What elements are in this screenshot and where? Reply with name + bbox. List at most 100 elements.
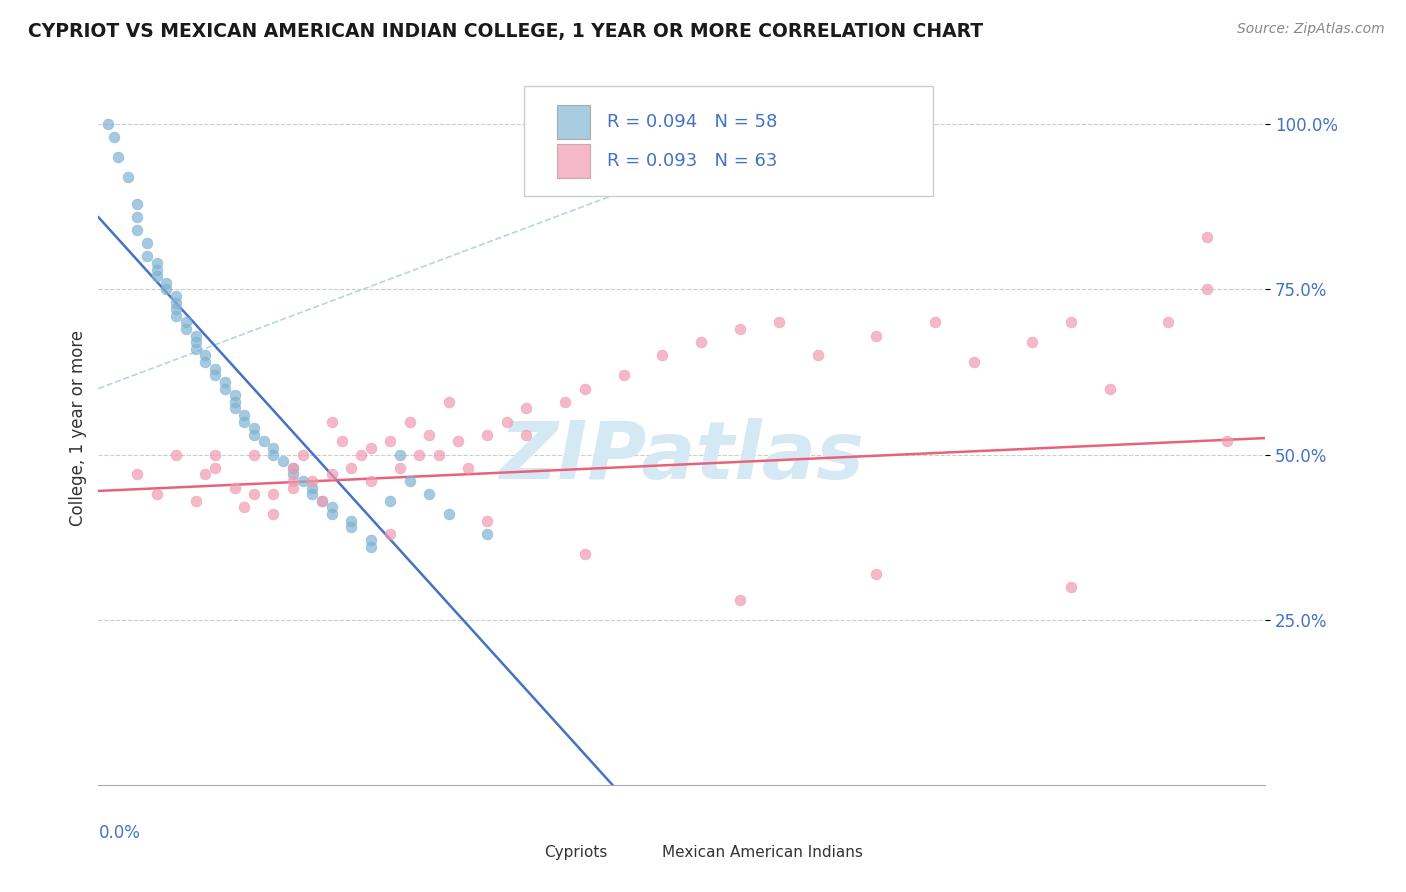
Point xyxy=(146,269,169,284)
Point xyxy=(311,493,333,508)
Text: ZIPatlas: ZIPatlas xyxy=(499,417,865,496)
Point xyxy=(418,487,440,501)
Point xyxy=(437,507,460,521)
Point xyxy=(165,309,187,323)
Point xyxy=(477,427,499,442)
Point xyxy=(398,474,420,488)
Y-axis label: College, 1 year or more: College, 1 year or more xyxy=(69,330,87,526)
Point xyxy=(380,527,402,541)
Point xyxy=(243,427,266,442)
Point xyxy=(127,210,149,224)
Bar xyxy=(557,145,589,178)
Point xyxy=(127,223,149,237)
Point xyxy=(224,481,246,495)
Point xyxy=(165,289,187,303)
Point xyxy=(262,487,284,501)
Point xyxy=(1021,335,1043,350)
Point xyxy=(388,460,411,475)
Text: Cypriots: Cypriots xyxy=(544,846,607,860)
Point xyxy=(103,130,125,145)
Point xyxy=(146,262,169,277)
Point xyxy=(281,467,304,482)
Point xyxy=(730,322,752,336)
Point xyxy=(194,467,217,482)
Point xyxy=(262,507,284,521)
Point xyxy=(321,507,343,521)
Point xyxy=(204,368,226,383)
Point xyxy=(253,434,276,449)
Point xyxy=(301,487,323,501)
Point xyxy=(243,487,266,501)
Point xyxy=(165,448,187,462)
Point xyxy=(380,493,402,508)
Point xyxy=(321,415,343,429)
Point xyxy=(214,382,236,396)
Point xyxy=(184,328,207,343)
Text: CYPRIOT VS MEXICAN AMERICAN INDIAN COLLEGE, 1 YEAR OR MORE CORRELATION CHART: CYPRIOT VS MEXICAN AMERICAN INDIAN COLLE… xyxy=(28,22,983,41)
Text: R = 0.094   N = 58: R = 0.094 N = 58 xyxy=(607,113,778,131)
Point xyxy=(243,421,266,435)
Point xyxy=(281,474,304,488)
Point xyxy=(730,593,752,607)
Point xyxy=(233,408,256,422)
Point xyxy=(360,540,382,554)
Point xyxy=(398,415,420,429)
Point xyxy=(291,448,314,462)
Point xyxy=(515,427,537,442)
Bar xyxy=(513,844,538,862)
Point xyxy=(155,282,177,296)
Point xyxy=(224,394,246,409)
Point xyxy=(301,474,323,488)
FancyBboxPatch shape xyxy=(524,86,932,196)
Point xyxy=(136,236,159,251)
Point xyxy=(184,493,207,508)
Point xyxy=(204,361,226,376)
Point xyxy=(924,315,946,329)
Point xyxy=(165,295,187,310)
Point xyxy=(457,460,479,475)
Point xyxy=(146,487,169,501)
Point xyxy=(515,401,537,416)
Text: Mexican American Indians: Mexican American Indians xyxy=(662,846,863,860)
Point xyxy=(330,434,353,449)
Text: R = 0.093   N = 63: R = 0.093 N = 63 xyxy=(607,153,778,170)
Point xyxy=(1060,580,1083,594)
Point xyxy=(107,150,129,164)
Point xyxy=(350,448,373,462)
Point xyxy=(233,500,256,515)
Point xyxy=(262,441,284,455)
Point xyxy=(224,388,246,402)
Point xyxy=(574,382,596,396)
Point xyxy=(865,328,887,343)
Point xyxy=(97,117,120,131)
Point xyxy=(136,249,159,263)
Point xyxy=(865,566,887,581)
Point xyxy=(807,349,830,363)
Point xyxy=(477,527,499,541)
Point xyxy=(1157,315,1180,329)
Point xyxy=(321,500,343,515)
Text: Source: ZipAtlas.com: Source: ZipAtlas.com xyxy=(1237,22,1385,37)
Point xyxy=(1060,315,1083,329)
Point xyxy=(243,448,266,462)
Point xyxy=(380,434,402,449)
Point xyxy=(477,514,499,528)
Point xyxy=(155,276,177,290)
Point xyxy=(1098,382,1121,396)
Point xyxy=(127,467,149,482)
Point xyxy=(233,415,256,429)
Point xyxy=(613,368,636,383)
Point xyxy=(127,196,149,211)
Point xyxy=(165,302,187,317)
Point xyxy=(184,342,207,356)
Point xyxy=(340,514,363,528)
Point xyxy=(1195,282,1218,296)
Point xyxy=(281,460,304,475)
Bar xyxy=(557,105,589,139)
Point xyxy=(174,315,197,329)
Point xyxy=(204,460,226,475)
Point xyxy=(962,355,984,369)
Point xyxy=(340,520,363,534)
Point xyxy=(146,256,169,270)
Bar xyxy=(630,844,655,862)
